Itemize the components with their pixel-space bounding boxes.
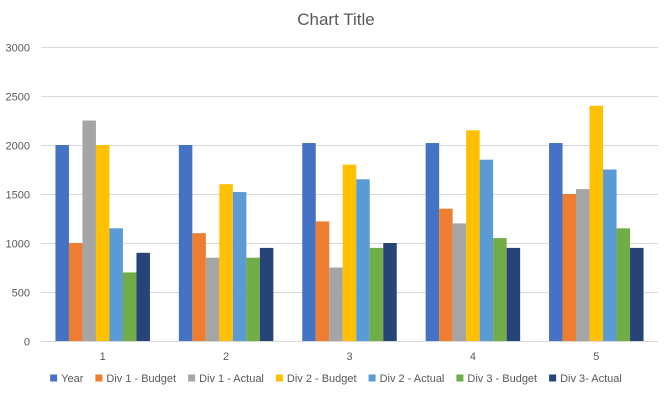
y-tick-label: 3000 (6, 43, 30, 55)
bar (329, 267, 343, 341)
bar (82, 120, 96, 341)
legend-swatch (95, 374, 103, 382)
bar (192, 233, 206, 341)
bar (109, 228, 123, 341)
legend-label: Div 3- Actual (560, 373, 622, 385)
bar (549, 143, 563, 341)
bar (95, 145, 110, 341)
y-tick-label: 500 (12, 288, 30, 300)
bar (562, 194, 577, 341)
legend-label: Div 1 - Budget (106, 373, 176, 385)
bar (425, 143, 440, 341)
legend-label: Div 2 - Actual (380, 373, 445, 385)
legend-item: Div 3- Actual (549, 373, 622, 385)
legend-label: Div 3 - Budget (467, 373, 537, 385)
series-6 (136, 243, 644, 341)
legend-label: Year (61, 373, 84, 385)
series-0 (55, 143, 563, 341)
bar (55, 145, 69, 341)
x-tick-label: 1 (100, 351, 106, 363)
series-3 (95, 105, 604, 341)
y-tick-label: 0 (24, 337, 30, 349)
bar (315, 221, 330, 341)
bar (576, 189, 590, 341)
legend-swatch (549, 374, 557, 382)
series-1 (68, 194, 577, 341)
bar (356, 179, 370, 341)
bar (383, 243, 397, 341)
bar (589, 105, 604, 341)
y-axis-tick-labels: 0 500 1000 1500 2000 2500 3000 (6, 43, 30, 349)
x-tick-label: 2 (223, 351, 229, 363)
bar (122, 272, 137, 341)
bar (68, 243, 83, 341)
bar (302, 143, 316, 341)
bar (205, 257, 220, 341)
legend-item: Div 2 - Actual (368, 373, 445, 385)
legend: Year Div 1 - Budget Div 1 - Actual Div 2 - … (50, 373, 622, 385)
series-2 (82, 120, 590, 341)
y-tick-label: 1500 (6, 190, 30, 202)
y-tick-label: 2500 (6, 92, 30, 104)
bar (479, 159, 494, 341)
bar (603, 169, 617, 341)
bar (493, 238, 507, 341)
y-tick-label: 2000 (6, 141, 30, 153)
legend-swatch (275, 374, 283, 382)
bar (232, 192, 247, 341)
legend-label: Div 1 - Actual (199, 373, 264, 385)
chart-title: Chart Title (297, 10, 374, 29)
bar (178, 145, 193, 341)
legend-item: Div 1 - Actual (188, 373, 264, 385)
bar (439, 208, 453, 341)
bars (55, 105, 644, 341)
y-tick-label: 1000 (6, 239, 30, 251)
legend-item: Div 3 - Budget (456, 373, 537, 385)
bar (506, 247, 521, 341)
legend-label: Div 2 - Budget (287, 373, 357, 385)
bar (616, 228, 631, 341)
x-tick-label: 4 (470, 351, 476, 363)
series-4 (109, 159, 617, 341)
legend-item: Div 1 - Budget (95, 373, 176, 385)
legend-item: Div 2 - Budget (275, 373, 357, 385)
legend-swatch (456, 374, 464, 382)
bar (342, 164, 357, 341)
bar (246, 257, 260, 341)
bar (369, 247, 384, 341)
x-tick-label: 5 (593, 351, 599, 363)
bar (219, 184, 233, 341)
legend-swatch (50, 374, 58, 382)
legend-item: Year (50, 373, 84, 385)
bar (136, 252, 150, 341)
series-5 (122, 228, 631, 341)
bar (466, 130, 480, 341)
legend-swatch (368, 374, 376, 382)
legend-swatch (188, 374, 196, 382)
bar (259, 247, 274, 341)
x-tick-label: 3 (346, 351, 352, 363)
bar (452, 223, 467, 341)
bar (630, 247, 644, 341)
x-axis-tick-labels: 1 2 3 4 5 (100, 351, 600, 363)
